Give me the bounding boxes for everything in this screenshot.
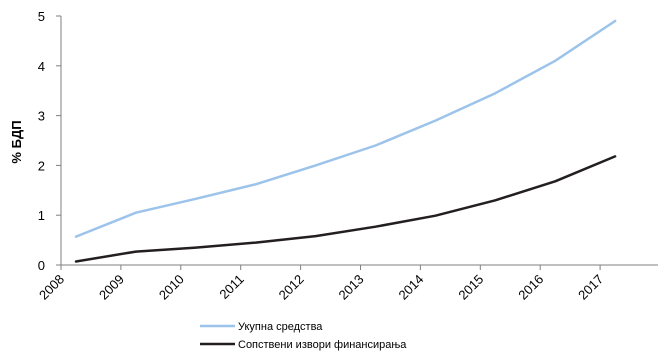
- axes: [60, 16, 658, 266]
- y-axis-label: % БДП: [9, 120, 24, 163]
- x-tick-label: 2008: [36, 272, 67, 303]
- x-tick-label: 2016: [515, 272, 546, 303]
- x-tick-label: 2014: [395, 272, 426, 303]
- y-tick-label: 2: [38, 158, 45, 173]
- x-tick-label: 2013: [336, 272, 367, 303]
- x-tick-label: 2015: [455, 272, 486, 303]
- x-ticks: 2008 2009 2010 2011 2012 2013 2014 2015 2016 2017: [36, 265, 606, 303]
- x-tick-label: 2017: [575, 272, 606, 303]
- legend-label-series-1: Укупна средства: [238, 321, 323, 333]
- legend: Укупна средства Сопствени извори финанси…: [200, 321, 407, 351]
- x-tick-label: 2009: [96, 272, 127, 303]
- y-tick-label: 1: [38, 208, 45, 223]
- y-tick-label: 3: [38, 109, 45, 124]
- y-tick-label: 5: [38, 9, 45, 24]
- y-tick-label: 0: [38, 258, 45, 273]
- x-tick-label: 2010: [156, 272, 187, 303]
- x-tick-label: 2012: [276, 272, 307, 303]
- series-line-2: [74, 155, 617, 263]
- y-ticks: 0 1 2 3 4 5: [38, 9, 61, 273]
- y-tick-label: 4: [38, 59, 45, 74]
- series-lines: [74, 19, 617, 263]
- series-line-1: [74, 19, 617, 238]
- x-tick-label: 2011: [216, 272, 246, 302]
- legend-label-series-2: Сопствени извори финансирања: [238, 339, 407, 351]
- y-axis-title: % БДП: [9, 120, 24, 163]
